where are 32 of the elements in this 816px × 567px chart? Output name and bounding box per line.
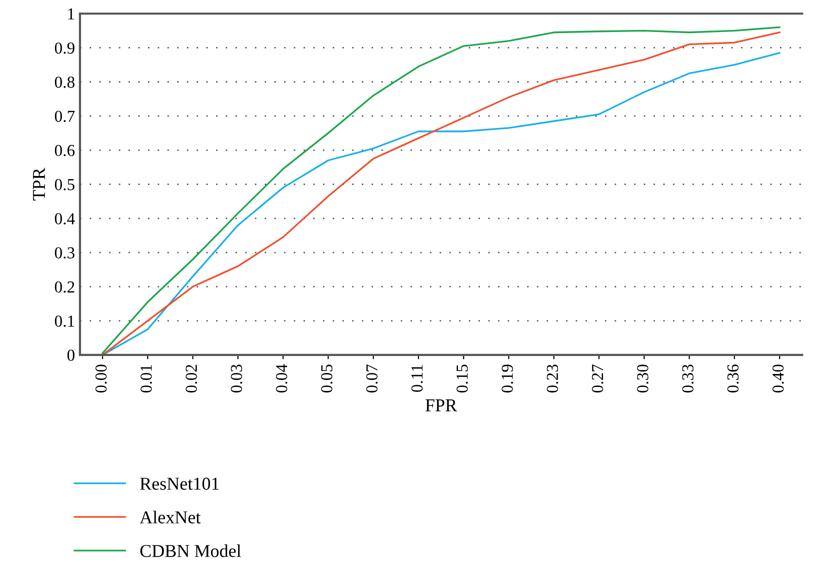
y-tick-label: 0.8	[54, 76, 74, 88]
x-tick-label: 0.27	[592, 364, 604, 392]
x-tick-label: 0.23	[546, 364, 558, 392]
x-tick-label: 0.03	[230, 364, 242, 392]
y-tick-label: 0.2	[54, 281, 74, 293]
x-tick-label: 0.40	[772, 364, 784, 392]
y-tick-label: 0.5	[54, 178, 74, 190]
x-tick-label: 0.07	[366, 364, 378, 392]
y-tick-label: 0.9	[54, 42, 74, 54]
x-axis-title: FPR	[426, 399, 458, 412]
y-axis-title: TPR	[33, 168, 45, 201]
legend-label: ResNet101	[140, 478, 219, 490]
x-tick-label: 0.00	[95, 364, 107, 392]
x-tick-label: 0.02	[186, 364, 198, 392]
y-tick-label: 0.1	[54, 316, 74, 327]
y-tick-label: 0.3	[54, 247, 74, 259]
x-tick-label: 0.36	[727, 364, 739, 392]
x-tick-label: 0.01	[140, 364, 152, 392]
x-tick-label: 0.19	[502, 364, 513, 392]
y-tick-label: 0.7	[54, 110, 75, 122]
x-tick-label: 0.04	[276, 364, 288, 392]
x-tick-label: 0.33	[682, 364, 694, 392]
legend-label: CDBN Model	[140, 544, 242, 558]
legend-label: AlexNet	[140, 510, 201, 524]
x-tick-label: 0.15	[456, 364, 468, 392]
y-tick-label: 0.4	[54, 213, 75, 224]
x-tick-label: 0.11	[411, 364, 423, 392]
y-tick-label: 1	[68, 8, 74, 20]
y-tick-label: 0.6	[54, 144, 75, 156]
x-tick-label: 0.30	[637, 364, 648, 392]
y-tick-label: 0	[67, 350, 74, 361]
x-tick-label: 0.05	[321, 364, 332, 392]
